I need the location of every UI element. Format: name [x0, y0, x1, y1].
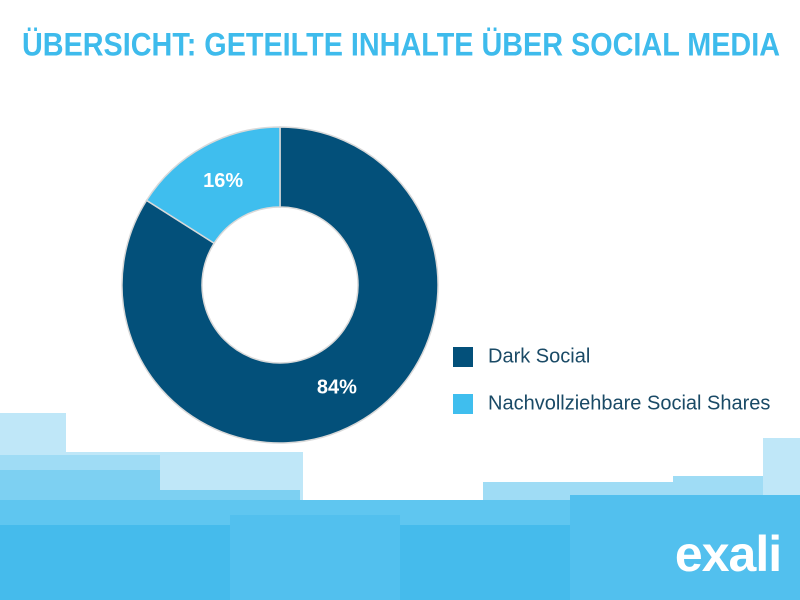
legend-label: Nachvollziehbare Social Shares [488, 392, 770, 414]
chart-title: ÜBERSICHT: GETEILTE INHALTE ÜBER SOCIAL … [22, 26, 780, 62]
deco-block [570, 495, 800, 600]
legend-swatch [453, 347, 473, 367]
value-label: 84% [317, 377, 357, 399]
logo: exali [675, 526, 781, 582]
legend-swatch [453, 394, 473, 414]
donut-chart: 84% 16% [121, 126, 439, 444]
donut-slice [145, 126, 281, 245]
donut-slice [121, 126, 439, 444]
legend: Dark Social Nachvollziehbare Social Share… [453, 345, 770, 414]
value-label: 16% [203, 170, 243, 192]
legend-label: Dark Social [488, 345, 590, 367]
background-decoration [0, 413, 800, 600]
deco-block [230, 515, 400, 600]
